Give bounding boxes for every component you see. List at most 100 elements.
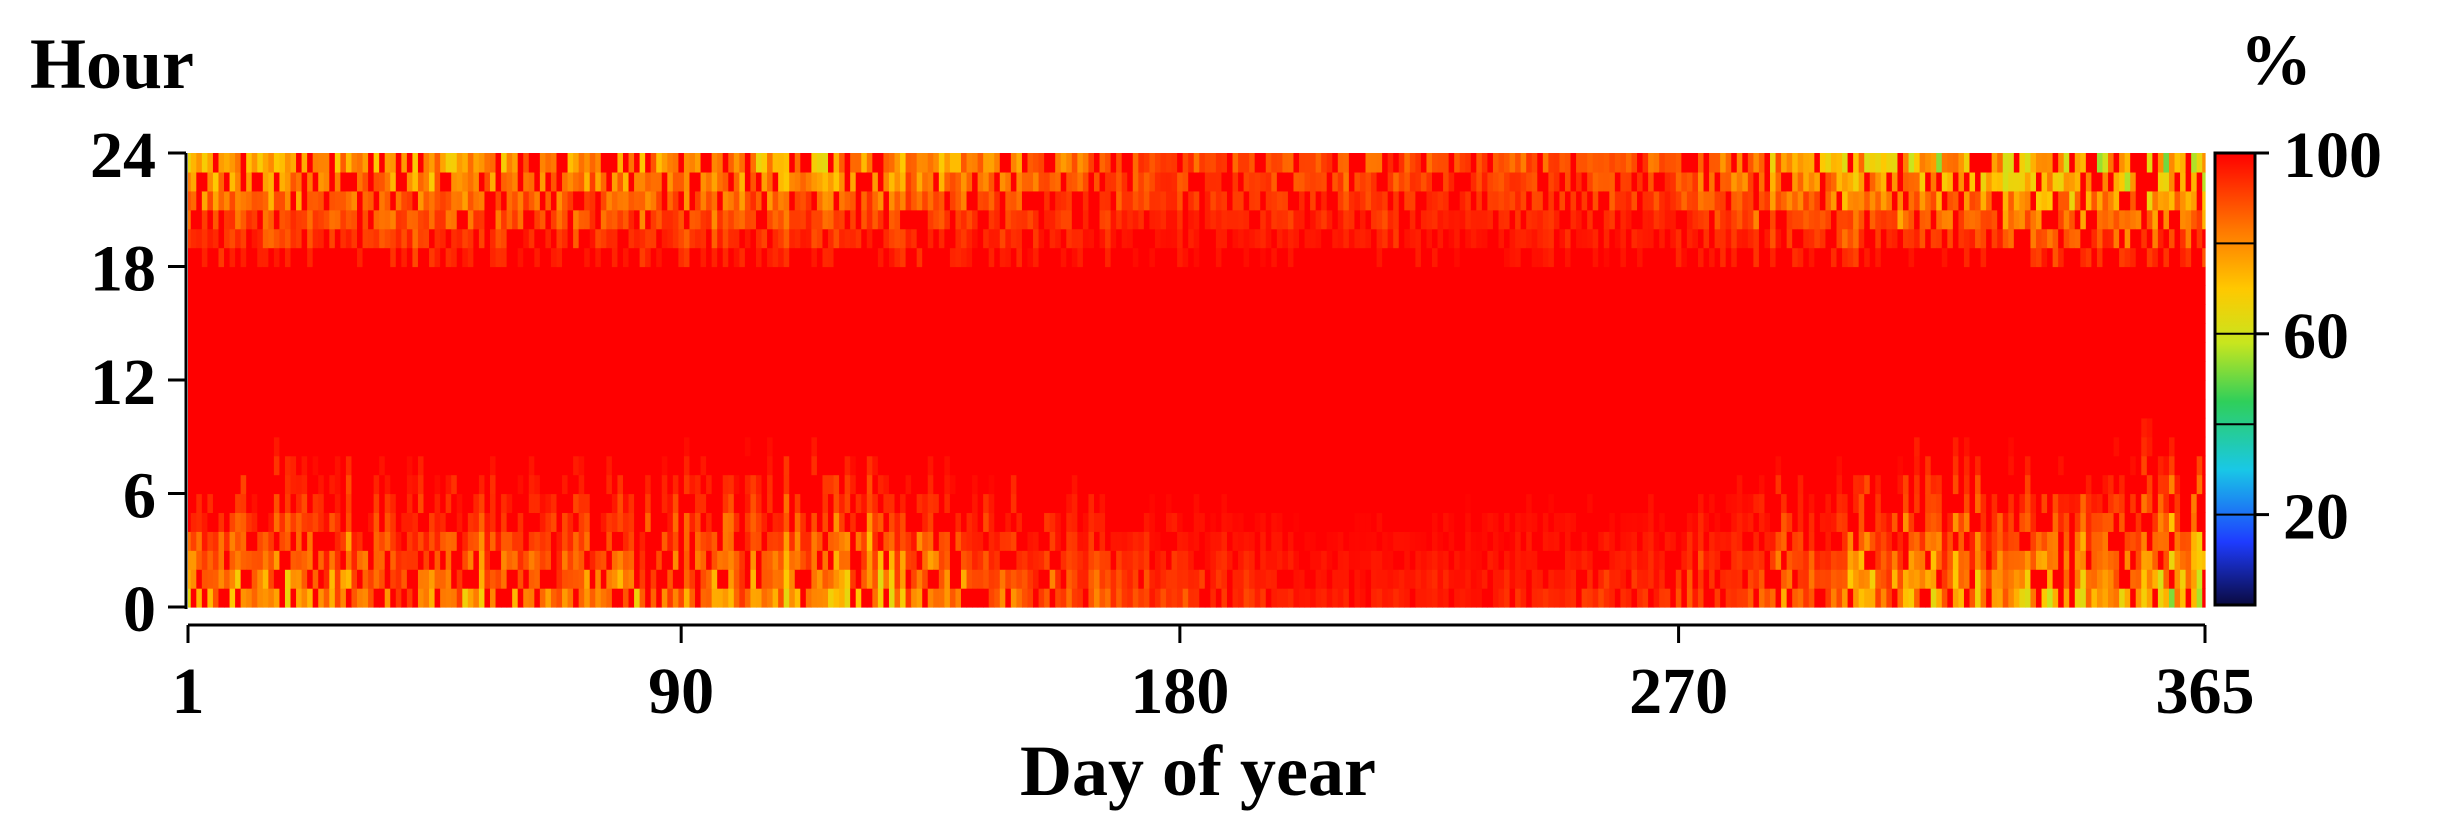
- heatmap-cell: [1204, 247, 1211, 268]
- heatmap-cell: [290, 569, 297, 589]
- heatmap-cell: [1077, 398, 1084, 419]
- heatmap-cell: [1276, 436, 1283, 457]
- heatmap-cell: [717, 569, 724, 589]
- heatmap-cell: [1232, 417, 1239, 438]
- heatmap-cell: [257, 361, 264, 381]
- heatmap-cell: [196, 493, 203, 514]
- heatmap-cell: [866, 493, 873, 514]
- heatmap-cell: [517, 436, 524, 457]
- heatmap-cell: [545, 285, 552, 305]
- heatmap-cell: [722, 588, 729, 608]
- heatmap-cell: [318, 304, 325, 324]
- heatmap-cell: [395, 266, 402, 287]
- heatmap-cell: [1121, 474, 1128, 495]
- heatmap-cell: [490, 228, 497, 249]
- heatmap-cell: [683, 171, 691, 192]
- heatmap-cell: [539, 228, 547, 249]
- heatmap-cell: [922, 398, 929, 419]
- heatmap-cell: [833, 228, 840, 249]
- heatmap-cell: [1254, 380, 1261, 400]
- heatmap-cell: [384, 512, 391, 532]
- heatmap-cell: [495, 285, 502, 305]
- heatmap-cell: [717, 323, 724, 343]
- heatmap-cell: [645, 266, 652, 287]
- heatmap-cell: [1276, 209, 1283, 230]
- heatmap-cell: [811, 190, 818, 211]
- heatmap-cell: [744, 323, 752, 343]
- heatmap-cell: [767, 190, 774, 211]
- heatmap-cell: [1254, 190, 1261, 211]
- heatmap-cell: [334, 304, 341, 324]
- heatmap-cell: [888, 285, 896, 305]
- heatmap-cell: [1287, 171, 1295, 192]
- heatmap-cell: [578, 380, 585, 400]
- heatmap-cell: [451, 512, 458, 532]
- heatmap-cell: [550, 417, 558, 438]
- heatmap-cell: [983, 228, 990, 249]
- heatmap-cell: [279, 512, 286, 532]
- heatmap-cell: [534, 266, 541, 287]
- heatmap-cell: [728, 493, 735, 514]
- heatmap-cell: [811, 304, 818, 324]
- heatmap-cell: [340, 417, 347, 438]
- heatmap-cell: [744, 493, 752, 514]
- heatmap-cell: [700, 588, 707, 608]
- heatmap-cell: [201, 323, 208, 343]
- heatmap-cell: [595, 247, 602, 268]
- heatmap-cell: [1276, 171, 1283, 192]
- heatmap-cell: [816, 512, 824, 532]
- heatmap-cell: [456, 304, 463, 324]
- heatmap-cell: [1210, 342, 1217, 362]
- heatmap-cell: [196, 398, 203, 419]
- heatmap-cell: [1221, 304, 1228, 324]
- heatmap-cell: [778, 493, 785, 514]
- heatmap-cell: [273, 266, 281, 287]
- heatmap-cell: [196, 342, 203, 362]
- heatmap-cell: [866, 190, 873, 211]
- heatmap-cell: [1060, 266, 1067, 287]
- heatmap-cell: [988, 171, 995, 192]
- heatmap-cell: [972, 190, 979, 211]
- heatmap-cell: [345, 398, 353, 419]
- heatmap-cell: [1088, 436, 1095, 457]
- heatmap-cell: [556, 342, 563, 362]
- heatmap-cell: [1160, 247, 1167, 268]
- heatmap-cell: [273, 512, 281, 532]
- heatmap-cell: [584, 417, 591, 438]
- heatmap-cell: [1149, 228, 1156, 249]
- heatmap-cell: [279, 190, 286, 211]
- heatmap-cell: [573, 588, 580, 608]
- heatmap-cell: [1254, 455, 1261, 476]
- heatmap-cell: [988, 266, 995, 287]
- heatmap-cell: [634, 285, 641, 305]
- heatmap-cell: [218, 380, 225, 400]
- heatmap-cell: [755, 417, 763, 438]
- heatmap-cell: [977, 266, 984, 287]
- heatmap-cell: [567, 531, 574, 551]
- heatmap-cell: [955, 190, 962, 211]
- heatmap-cell: [1049, 380, 1056, 400]
- heatmap-cell: [351, 361, 358, 381]
- heatmap-cell: [218, 512, 225, 532]
- heatmap-cell: [949, 361, 957, 381]
- heatmap-cell: [966, 209, 973, 230]
- heatmap-cell: [794, 266, 801, 287]
- heatmap-cell: [656, 569, 663, 589]
- heatmap-cell: [1088, 209, 1095, 230]
- heatmap-cell: [573, 417, 580, 438]
- heatmap-cell: [534, 228, 541, 249]
- heatmap-cell: [373, 323, 380, 343]
- heatmap-cell: [501, 493, 508, 514]
- heatmap-cell: [534, 531, 541, 551]
- heatmap-cell: [1005, 436, 1012, 457]
- heatmap-cell: [240, 285, 247, 305]
- heatmap-cell: [772, 512, 779, 532]
- heatmap-cell: [490, 493, 497, 514]
- heatmap-cell: [368, 436, 375, 457]
- heatmap-cell: [700, 304, 707, 324]
- heatmap-cell: [955, 588, 962, 608]
- heatmap-cell: [1315, 569, 1322, 589]
- heatmap-cell: [251, 588, 258, 608]
- heatmap-cell: [761, 474, 768, 495]
- heatmap-cell: [1132, 323, 1139, 343]
